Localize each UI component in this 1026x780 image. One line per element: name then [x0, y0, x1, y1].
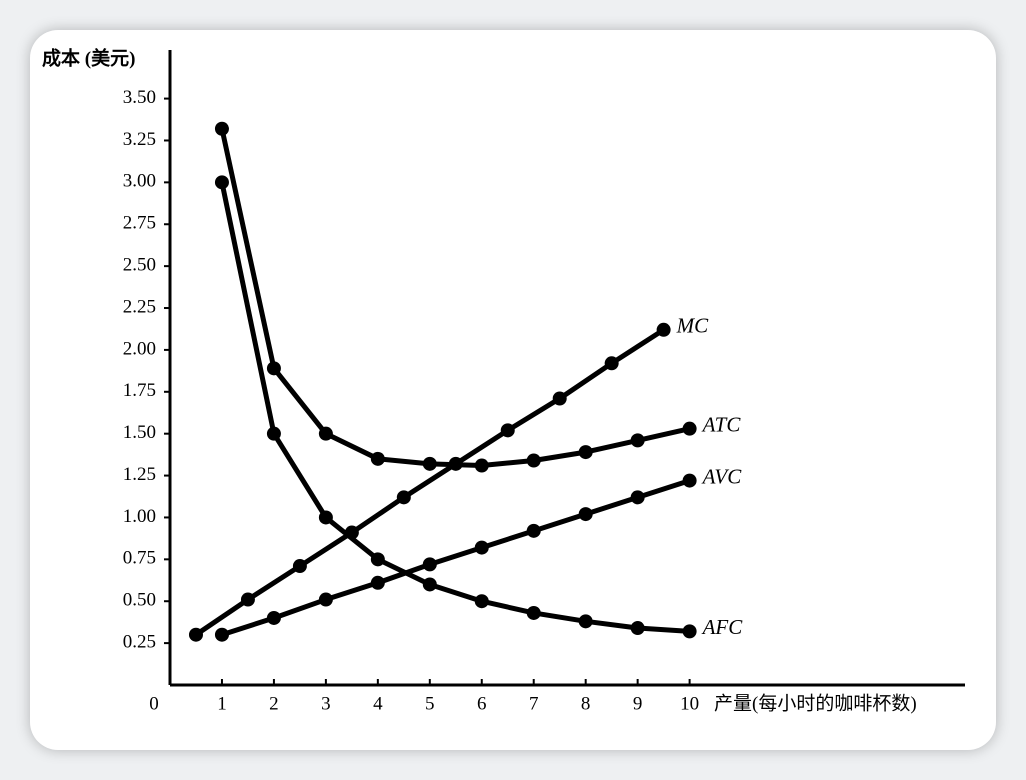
point: [396, 490, 411, 505]
point: [188, 627, 203, 642]
point: [266, 426, 281, 441]
x-tick-label: 8: [581, 693, 591, 714]
point: [578, 614, 593, 629]
y-axis-label: 成本 (美元): [42, 46, 135, 69]
x-tick-label: 7: [529, 693, 539, 714]
point: [552, 391, 567, 406]
y-tick-label: 0.75: [123, 548, 156, 569]
point: [630, 621, 645, 636]
point: [266, 610, 281, 625]
series-label: ATC: [701, 412, 742, 436]
point: [656, 322, 671, 337]
x-tick-label: 5: [425, 693, 435, 714]
y-tick-label: 1.00: [123, 506, 156, 527]
series-line: [194, 327, 665, 637]
point: [630, 490, 645, 505]
x-tick-label: 0: [149, 693, 159, 714]
point: [240, 592, 255, 607]
point: [578, 445, 593, 460]
y-tick-label: 2.50: [123, 254, 156, 275]
point: [422, 577, 437, 592]
point: [578, 507, 593, 522]
point: [214, 627, 229, 642]
point: [370, 451, 385, 466]
point: [604, 356, 619, 371]
series-label: MC: [676, 314, 709, 338]
point: [682, 624, 697, 639]
x-tick-label: 2: [269, 693, 279, 714]
series-line: [219, 181, 690, 634]
point: [500, 423, 515, 438]
point: [214, 175, 229, 190]
y-tick-label: 1.75: [123, 380, 156, 401]
point: [682, 473, 697, 488]
x-tick-label: 1: [217, 693, 227, 714]
y-tick-label: 2.00: [123, 338, 156, 359]
point: [292, 559, 307, 574]
point: [422, 456, 437, 471]
x-axis-label: 产量(每小时的咖啡杯数): [714, 692, 917, 714]
y-tick-label: 1.50: [123, 422, 156, 443]
point: [526, 523, 541, 538]
point: [370, 552, 385, 567]
point: [318, 510, 333, 525]
y-tick-label: 2.25: [123, 296, 156, 317]
y-tick-label: 0.50: [123, 590, 156, 611]
point: [214, 121, 229, 136]
x-tick-label: 9: [633, 693, 643, 714]
point: [318, 426, 333, 441]
point: [422, 557, 437, 572]
y-tick-label: 0.25: [123, 631, 156, 652]
point: [318, 592, 333, 607]
series-line: [221, 478, 691, 638]
point: [474, 540, 489, 555]
series-label: AFC: [701, 615, 744, 639]
series-line: [219, 128, 691, 469]
x-tick-label: 6: [477, 693, 487, 714]
y-tick-label: 2.75: [123, 213, 156, 234]
point: [474, 458, 489, 473]
point: [526, 453, 541, 468]
x-tick-label: 3: [321, 693, 331, 714]
y-tick-label: 3.25: [123, 129, 156, 150]
x-tick-label: 10: [680, 693, 699, 714]
y-tick-label: 3.00: [123, 171, 156, 192]
y-tick-label: 1.25: [123, 464, 156, 485]
point: [370, 575, 385, 590]
x-tick-label: 4: [373, 693, 383, 714]
point: [266, 361, 281, 376]
series-label: AVC: [701, 464, 743, 488]
point: [630, 433, 645, 448]
y-tick-label: 3.50: [123, 87, 156, 108]
point: [474, 594, 489, 609]
point: [526, 605, 541, 620]
point: [682, 421, 697, 436]
